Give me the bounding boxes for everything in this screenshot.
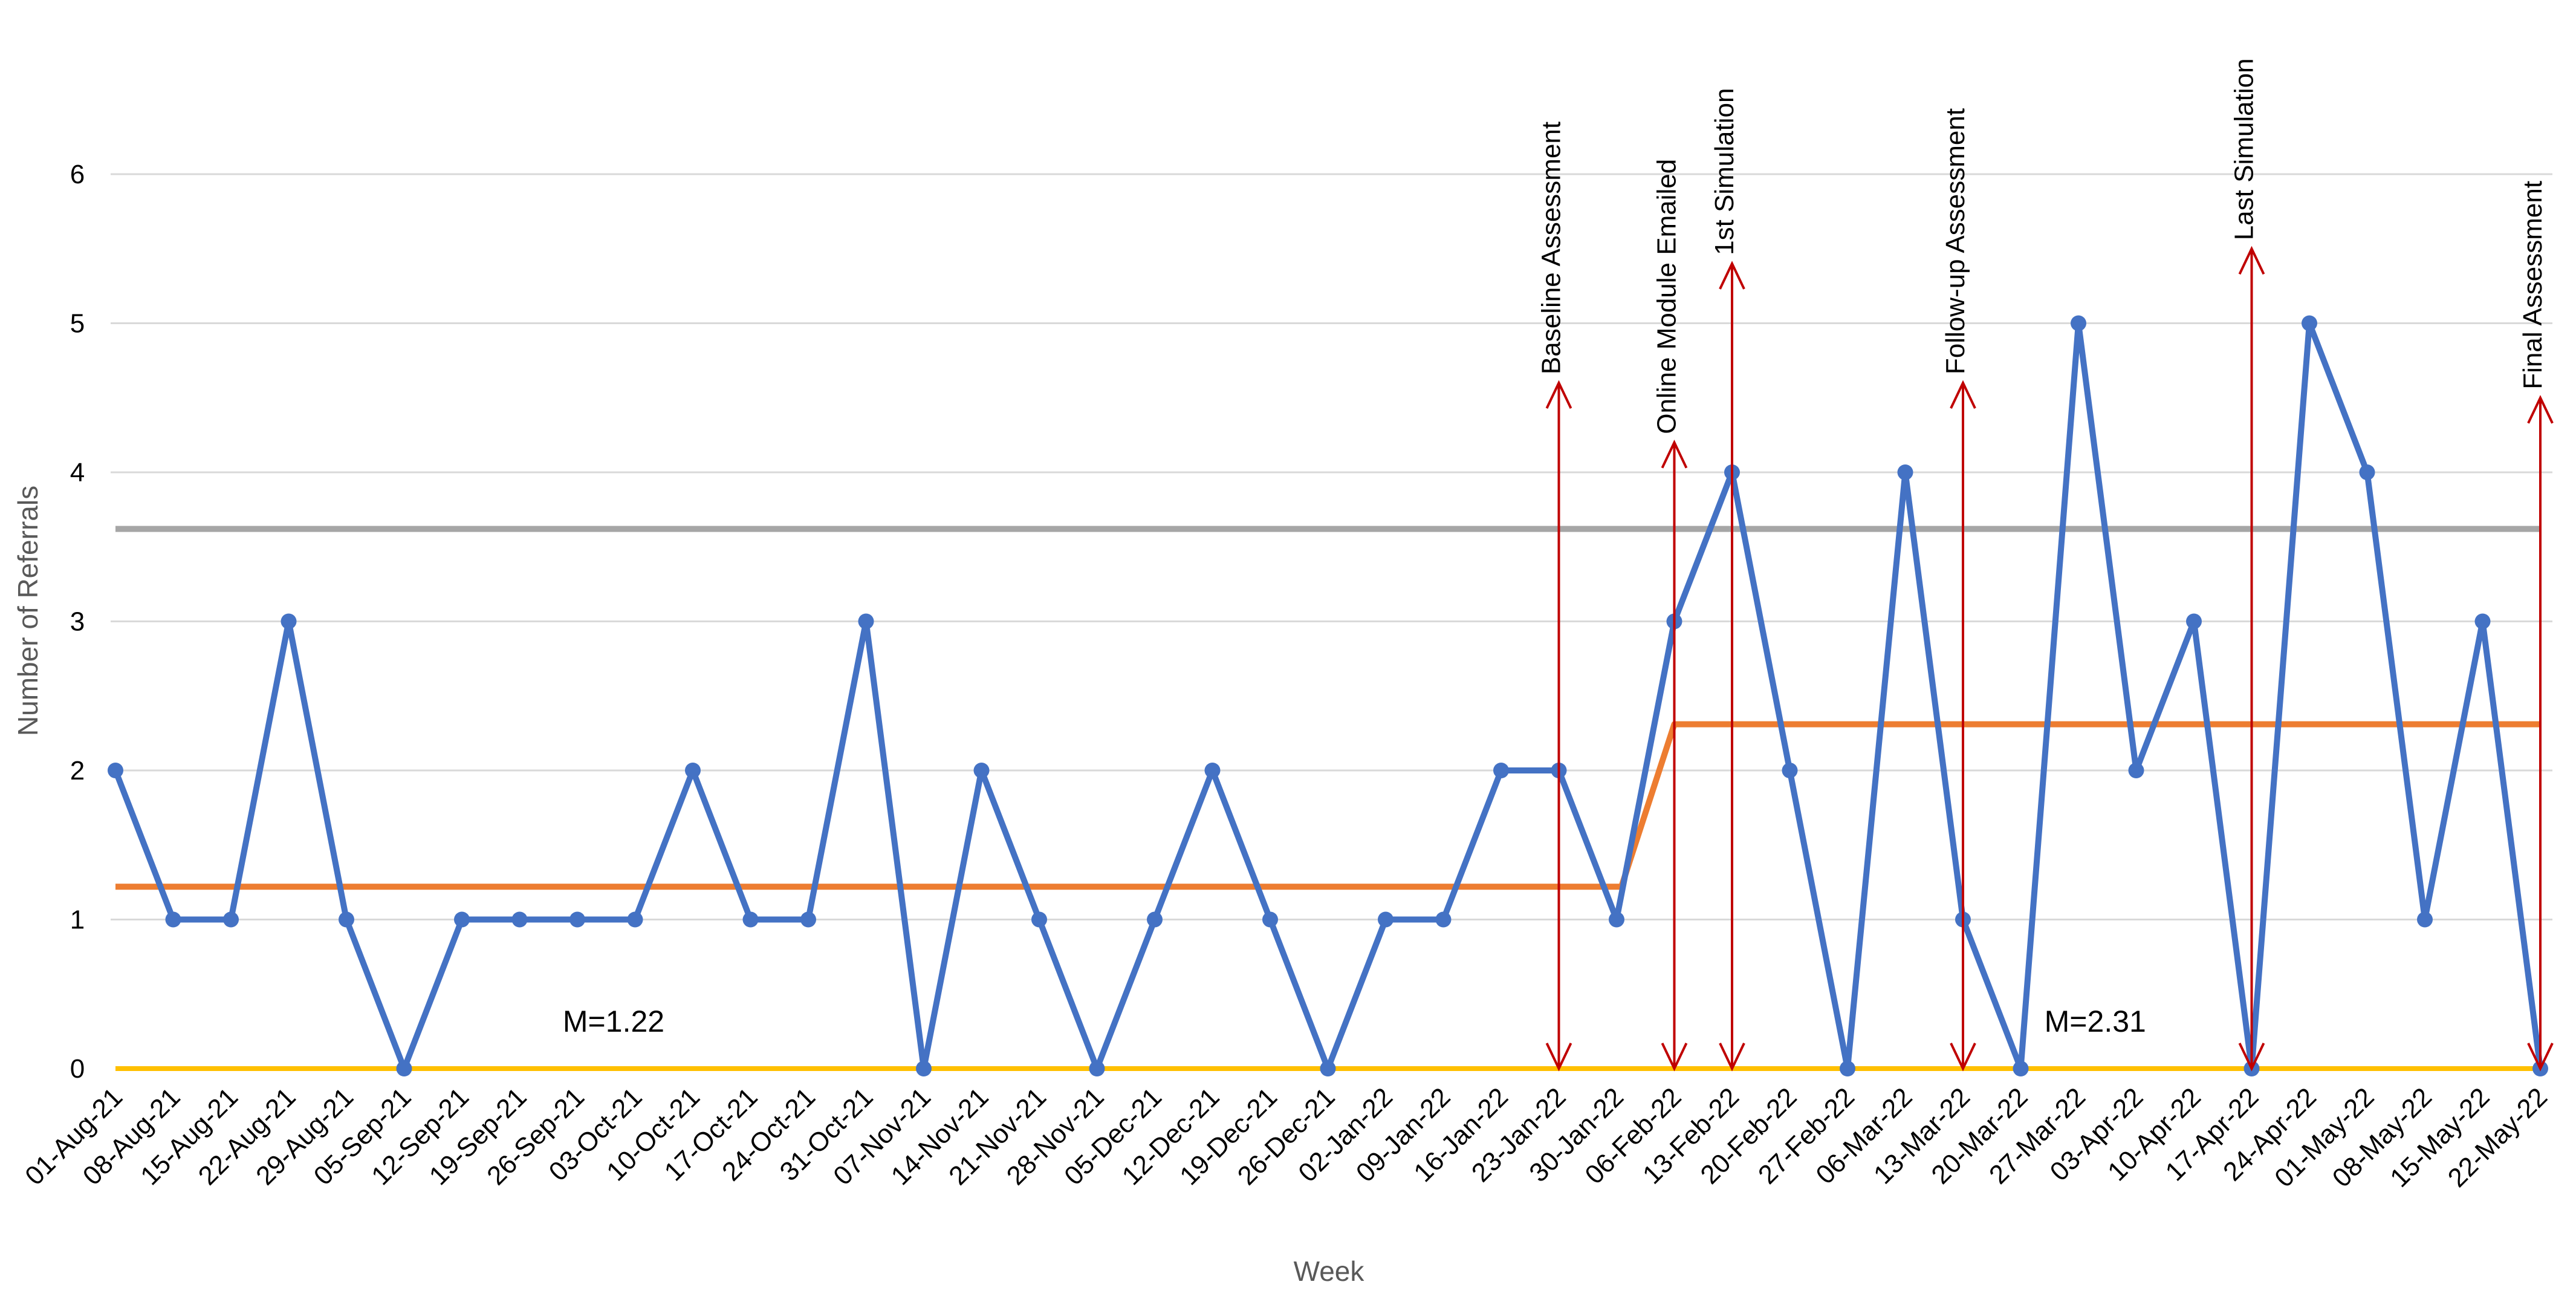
data-point xyxy=(223,911,239,928)
annotation-arrowhead-top xyxy=(1950,380,1976,409)
data-point xyxy=(511,911,528,928)
data-point xyxy=(1204,763,1221,778)
data-point xyxy=(916,1061,932,1076)
data-point xyxy=(627,911,643,928)
annotation-arrowhead-bottom xyxy=(2238,1043,2265,1072)
data-series xyxy=(108,315,2548,1076)
data-point xyxy=(281,613,297,630)
data-point xyxy=(1840,1061,1855,1076)
y-tick-label: 1 xyxy=(70,905,85,935)
mean-lines xyxy=(115,721,2540,890)
annotation-arrowhead-bottom xyxy=(1545,1043,1572,1072)
mean-label: M=2.31 xyxy=(2045,1004,2146,1038)
data-point xyxy=(2359,464,2375,480)
data-point xyxy=(1031,911,1047,928)
y-tick-label: 4 xyxy=(70,458,85,487)
data-point xyxy=(165,911,181,928)
data-point xyxy=(2474,613,2491,630)
annotation-arrowhead-bottom xyxy=(1661,1043,1688,1072)
data-point xyxy=(1782,763,1798,778)
data-point xyxy=(454,911,470,928)
data-point xyxy=(1435,911,1452,928)
data-point xyxy=(858,613,874,630)
mean-label: M=1.22 xyxy=(563,1004,664,1038)
data-point xyxy=(108,763,123,778)
data-point xyxy=(2128,763,2144,778)
y-axis-tick-labels: 0 1 2 3 4 5 6 xyxy=(70,160,85,1084)
annotation-arrowhead-bottom xyxy=(1719,1043,1745,1072)
data-point xyxy=(685,763,701,778)
annotation-label: Final Assessment xyxy=(2518,181,2548,389)
annotation-label: Last Simulation xyxy=(2230,58,2259,240)
data-point xyxy=(1089,1061,1105,1076)
y-tick-label: 3 xyxy=(70,607,85,637)
data-point xyxy=(1320,1061,1336,1076)
data-point xyxy=(2302,315,2317,331)
y-tick-label: 5 xyxy=(70,309,85,339)
data-point xyxy=(800,911,816,928)
annotation-label: 1st Simulation xyxy=(1710,88,1739,255)
data-point xyxy=(1897,464,1913,480)
y-tick-label: 0 xyxy=(70,1054,85,1084)
annotation-arrowhead-top xyxy=(2238,246,2265,275)
annotations: Baseline Assessment Online Module Emailed… xyxy=(1537,58,2554,1072)
annotation-label: Baseline Assessment xyxy=(1537,122,1566,374)
data-point xyxy=(1262,911,1278,928)
mean-line xyxy=(115,721,2540,890)
annotation-arrowhead-bottom xyxy=(1950,1043,1976,1072)
data-point xyxy=(1147,911,1163,928)
data-point xyxy=(742,911,759,928)
annotation-label: Follow-up Assessment xyxy=(1941,108,1970,374)
annotation-label: Online Module Emailed xyxy=(1652,159,1682,434)
annotation-arrowhead-top xyxy=(2527,395,2554,424)
data-point xyxy=(973,763,990,778)
data-point xyxy=(396,1061,412,1076)
data-point xyxy=(569,911,585,928)
y-tick-label: 2 xyxy=(70,756,85,786)
data-point xyxy=(2071,315,2086,331)
mean-labels: M=1.22 M=2.31 xyxy=(563,1004,2146,1038)
data-point xyxy=(339,911,354,928)
y-tick-label: 6 xyxy=(70,160,85,189)
data-point xyxy=(1378,911,1393,928)
data-point xyxy=(1493,763,1509,778)
x-axis-title: Week xyxy=(1294,1255,1365,1287)
data-point xyxy=(2013,1061,2029,1076)
data-point xyxy=(2417,911,2433,928)
y-axis-title: Number of Referrals xyxy=(12,486,44,736)
data-point xyxy=(1609,911,1624,928)
annotation-arrowhead-bottom xyxy=(2527,1043,2554,1072)
data-point xyxy=(2186,613,2202,630)
annotation-arrowhead-top xyxy=(1545,380,1572,409)
annotation-arrowhead-top xyxy=(1661,440,1688,469)
annotation-arrowhead-top xyxy=(1719,261,1745,290)
